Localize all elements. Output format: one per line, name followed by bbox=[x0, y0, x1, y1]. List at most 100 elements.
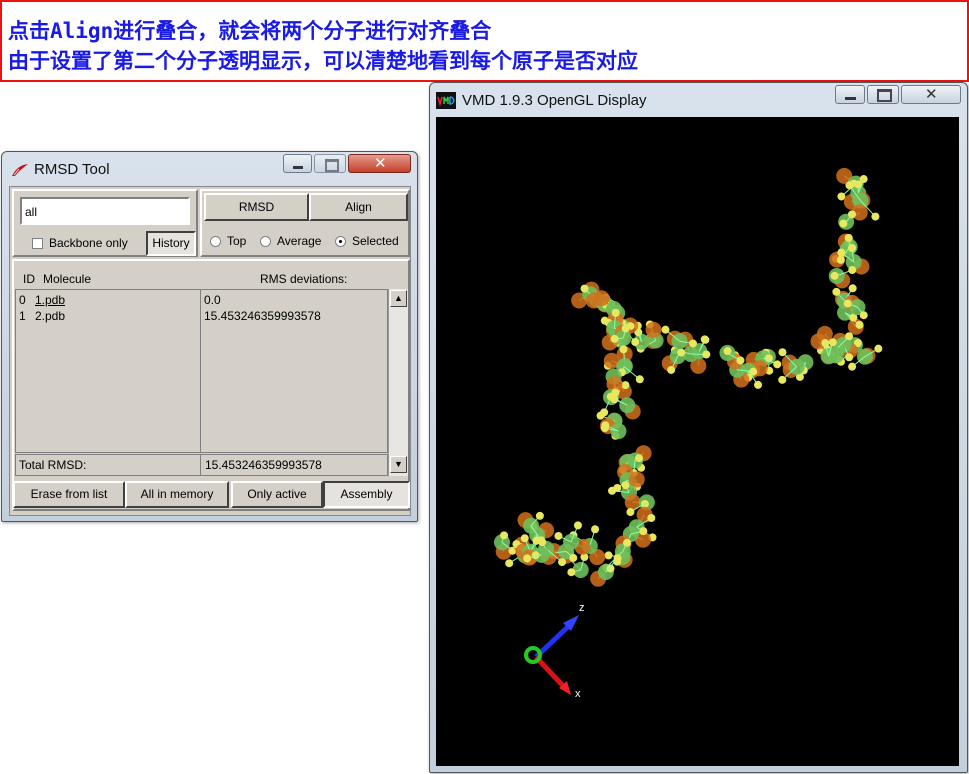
hydrogen-atom bbox=[639, 527, 648, 536]
hydrogen-atom bbox=[844, 233, 853, 242]
hydrogen-atom bbox=[613, 554, 622, 563]
hydrogen-atom bbox=[567, 568, 576, 577]
oxygen-atom bbox=[593, 290, 610, 307]
rms-list[interactable]: 0.0 15.453246359993578 bbox=[200, 289, 388, 453]
tk-feather-icon bbox=[12, 164, 28, 176]
hydrogen-atom bbox=[573, 521, 582, 530]
oxygen-atom bbox=[851, 204, 868, 221]
erase-from-list-button[interactable]: Erase from list bbox=[13, 481, 125, 508]
radio-average[interactable] bbox=[260, 236, 271, 247]
hydrogen-atom bbox=[619, 345, 628, 354]
vmd-maximize-button[interactable] bbox=[867, 85, 899, 104]
hydrogen-atom bbox=[702, 350, 711, 359]
annotation-banner: 点击Align进行叠合，就会将两个分子进行对齐叠合 由于设置了第二个分子透明显示… bbox=[0, 0, 969, 82]
hydrogen-atom bbox=[749, 367, 758, 376]
hydrogen-atom bbox=[736, 356, 745, 365]
row-rms: 15.453246359993578 bbox=[204, 309, 321, 323]
hydrogen-atom bbox=[701, 335, 710, 344]
hydrogen-atom bbox=[596, 411, 605, 420]
row-molecule: 1.pdb bbox=[35, 293, 66, 307]
selection-input[interactable]: all bbox=[20, 197, 190, 225]
oxygen-atom bbox=[635, 531, 652, 548]
hydrogen-atom bbox=[635, 454, 644, 463]
hydrogen-atom bbox=[508, 546, 517, 555]
all-in-memory-button[interactable]: All in memory bbox=[125, 481, 229, 508]
vmd-logo-icon bbox=[436, 92, 456, 109]
annotation-line-2: 由于设置了第二个分子透明显示，可以清楚地看到每个原子是否对应 bbox=[8, 49, 638, 73]
results-scrollbar[interactable]: ▲ ▼ bbox=[388, 289, 408, 476]
hydrogen-atom bbox=[836, 255, 845, 264]
hydrogen-atom bbox=[608, 486, 617, 495]
hydrogen-atom bbox=[843, 299, 852, 308]
align-button[interactable]: Align bbox=[309, 193, 408, 221]
hydrogen-atom bbox=[631, 338, 640, 347]
hydrogen-atom bbox=[830, 271, 839, 280]
oxygen-atom bbox=[836, 167, 853, 184]
maximize-button[interactable] bbox=[314, 154, 346, 173]
hydrogen-atom bbox=[688, 339, 697, 348]
radio-selected-label: Selected bbox=[352, 234, 399, 248]
hydrogen-atom bbox=[837, 248, 846, 257]
scroll-down-icon[interactable]: ▼ bbox=[390, 456, 407, 473]
close-button[interactable]: ✕ bbox=[348, 154, 411, 173]
vmd-window-title: VMD 1.9.3 OpenGL Display bbox=[462, 92, 647, 109]
hydrogen-atom bbox=[554, 531, 563, 540]
hydrogen-atom bbox=[859, 175, 868, 184]
hydrogen-atom bbox=[754, 380, 763, 389]
hydrogen-atom bbox=[773, 360, 782, 369]
carbon-atom bbox=[563, 533, 580, 550]
hydrogen-atom bbox=[845, 353, 854, 362]
backbone-only-label: Backbone only bbox=[49, 236, 128, 250]
close-icon: ✕ bbox=[925, 86, 938, 103]
total-rmsd-value: 15.453246359993578 bbox=[205, 458, 322, 472]
scroll-up-icon[interactable]: ▲ bbox=[390, 290, 407, 307]
total-value-box: 15.453246359993578 bbox=[200, 454, 388, 476]
hydrogen-atom bbox=[505, 559, 514, 568]
assembly-button[interactable]: Assembly bbox=[323, 481, 410, 508]
radio-selected[interactable] bbox=[335, 236, 346, 247]
col-rms-header: RMS deviations: bbox=[260, 272, 348, 286]
total-label-box: Total RMSD: bbox=[15, 454, 201, 476]
minimize-icon bbox=[293, 166, 303, 169]
hydrogen-atom bbox=[520, 534, 529, 543]
vmd-display-window: VMD 1.9.3 OpenGL Display ✕ z x bbox=[429, 82, 968, 773]
hydrogen-atom bbox=[621, 324, 630, 333]
hydrogen-atom bbox=[626, 508, 635, 517]
molecule-list[interactable]: 0 1.pdb 1 2.pdb bbox=[15, 289, 201, 453]
hydrogen-atom bbox=[580, 284, 589, 293]
rmsd-button[interactable]: RMSD bbox=[204, 193, 309, 221]
vmd-close-button[interactable]: ✕ bbox=[901, 85, 961, 104]
hydrogen-atom bbox=[580, 553, 589, 562]
axes-indicator: z x bbox=[524, 602, 585, 697]
hydrogen-atom bbox=[591, 525, 600, 534]
radio-top[interactable] bbox=[210, 236, 221, 247]
maximize-icon bbox=[325, 159, 339, 172]
hydrogen-atom bbox=[848, 362, 857, 371]
only-active-button[interactable]: Only active bbox=[231, 481, 323, 508]
carbon-atom bbox=[533, 546, 550, 563]
history-button[interactable]: History bbox=[146, 231, 196, 256]
hydrogen-atom bbox=[569, 553, 578, 562]
opengl-canvas[interactable]: z x bbox=[436, 117, 959, 766]
hydrogen-atom bbox=[635, 375, 644, 384]
action-panel: RMSD Align Top Average Selected bbox=[200, 189, 410, 257]
hydrogen-atom bbox=[523, 554, 532, 563]
hydrogen-atom bbox=[832, 287, 841, 296]
oxygen-atom bbox=[624, 494, 641, 511]
hydrogen-atom bbox=[677, 348, 686, 357]
oxygen-atom bbox=[690, 357, 707, 374]
hydrogen-atom bbox=[621, 481, 630, 490]
minimize-button[interactable] bbox=[283, 154, 312, 173]
hydrogen-atom bbox=[855, 320, 864, 329]
results-panel: ID Molecule RMS deviations: 0 1.pdb 1 2.… bbox=[12, 259, 410, 511]
hydrogen-atom bbox=[610, 395, 619, 404]
window-title: RMSD Tool bbox=[34, 161, 110, 178]
rmsd-client-area: all Backbone only History RMSD Align Top… bbox=[9, 186, 411, 516]
selection-panel: all Backbone only History bbox=[12, 189, 198, 257]
vmd-minimize-button[interactable] bbox=[835, 85, 865, 104]
backbone-only-checkbox[interactable] bbox=[32, 238, 43, 249]
hydrogen-atom bbox=[600, 424, 609, 433]
hydrogen-atom bbox=[621, 381, 630, 390]
hydrogen-atom bbox=[661, 325, 670, 334]
hydrogen-atom bbox=[874, 344, 883, 353]
